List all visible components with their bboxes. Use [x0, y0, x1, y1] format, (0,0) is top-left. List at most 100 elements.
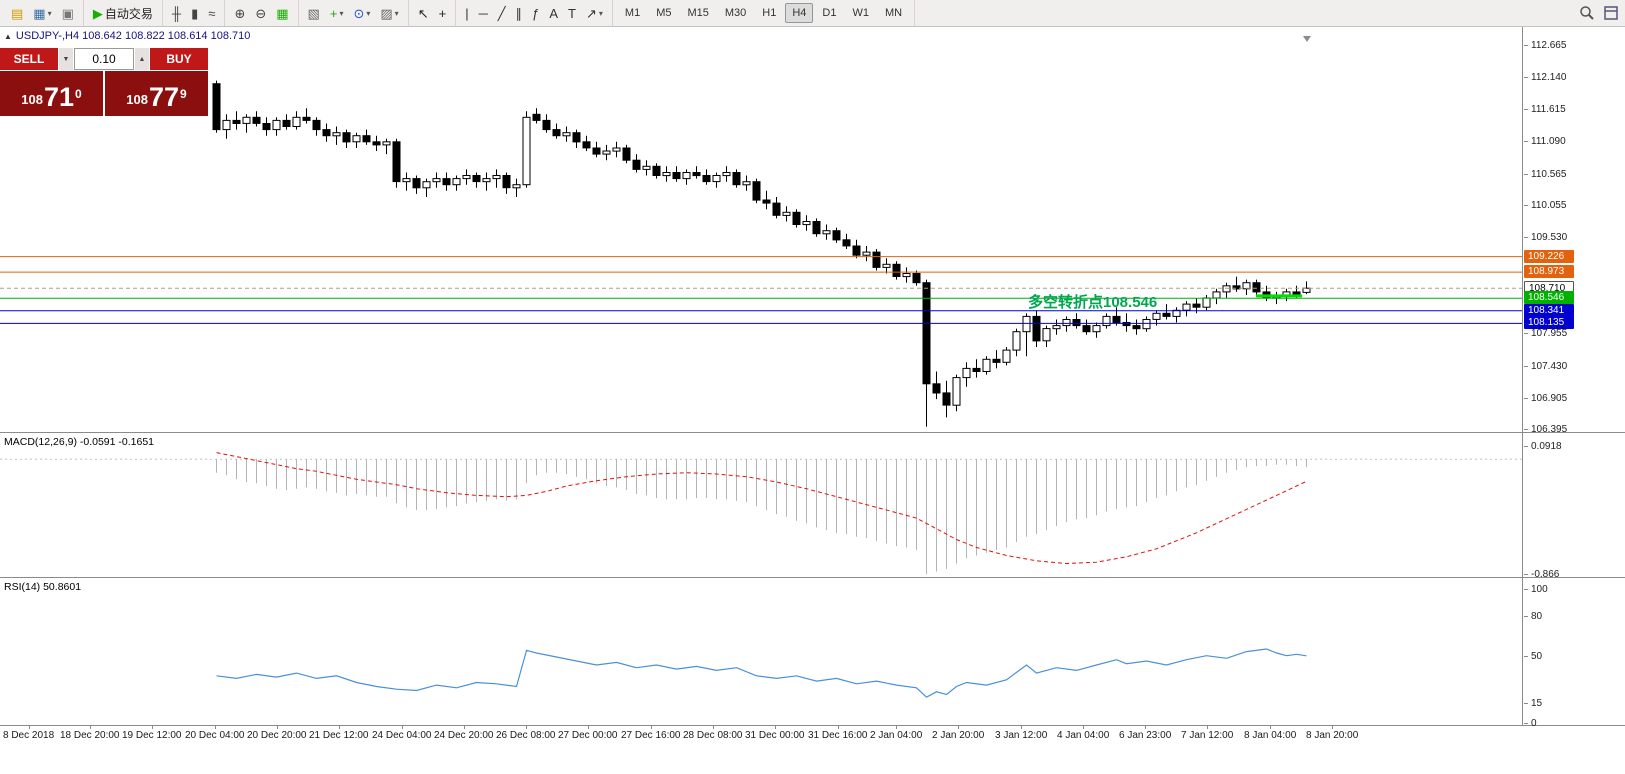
time-label: 18 Dec 20:00 — [60, 726, 120, 741]
rsi-label: RSI(14) 50.8601 — [4, 581, 82, 593]
caret-down-icon: ▾ — [394, 8, 399, 18]
price-tick: 111.090 — [1524, 136, 1566, 147]
search-icon[interactable] — [1579, 5, 1595, 21]
timeframe-h1[interactable]: H1 — [762, 7, 777, 19]
indicators-button[interactable]: + ▾ — [325, 4, 349, 23]
time-label: 28 Dec 08:00 — [683, 726, 743, 741]
periods-button[interactable]: ⊙ ▾ — [348, 4, 375, 23]
time-label: 27 Dec 00:00 — [558, 726, 618, 741]
horizontal-line-icon: ─ — [478, 5, 488, 21]
timeframe-h4[interactable]: H4 — [785, 3, 814, 23]
arrows-icon: ↗ — [585, 5, 597, 21]
candlestick-chart-button[interactable]: ▮ — [186, 4, 203, 23]
new-order-button[interactable]: ▤ — [6, 4, 28, 23]
horizontal-line-button[interactable]: ─ — [474, 4, 493, 23]
timeframe-d1[interactable]: D1 — [822, 7, 837, 19]
text-button[interactable]: A — [544, 4, 563, 23]
equidistant-channel-icon: ∥ — [515, 5, 523, 21]
time-label: 8 Jan 20:00 — [1306, 726, 1359, 741]
chart-profiles-button[interactable]: ▦ ▾ — [28, 4, 56, 23]
rsi-tick: 50 — [1523, 651, 1543, 662]
toolbar-groups: ▤ ▦ ▾ ▣ ▶ 自动交易 ╫ ▮ ≈ ⊕ ⊖ ▦ ▧ + ▾ ⊙ ▾ ▨ ▾ ↖ + | ─ ╱ ∥ ƒ A T ↗ ▾ M1 M5 M15… — [2, 0, 916, 26]
zoom-out-button[interactable]: ⊖ — [250, 4, 271, 23]
macd-tick: 0.0918 — [1524, 441, 1562, 452]
zoom-in-button[interactable]: ⊕ — [229, 4, 250, 23]
fibonacci-button[interactable]: ƒ — [527, 4, 544, 23]
cursor-button[interactable]: ↖ — [413, 4, 434, 23]
strategy-navigator-icon: ▣ — [61, 5, 74, 21]
trendline-icon: ╱ — [497, 5, 506, 21]
price-tick: 111.615 — [1524, 104, 1566, 115]
auto-arrange-button[interactable]: ▧ — [303, 4, 325, 23]
one-click-trading-panel: SELL ▼ 0.10 ▲ BUY 108 71 0 108 77 9 — [0, 48, 208, 116]
price-line-tag: 108.546 — [1524, 291, 1574, 304]
buy-price[interactable]: 108 77 9 — [105, 71, 208, 116]
time-label: 8 Dec 2018 — [3, 726, 55, 741]
timeframe-mn[interactable]: MN — [884, 7, 903, 19]
bar-chart-button[interactable]: ╫ — [167, 4, 186, 23]
buy-button[interactable]: BUY — [150, 48, 208, 70]
timeframe-m30[interactable]: M30 — [724, 7, 747, 19]
drawing-group: | ─ ╱ ∥ ƒ A T ↗ ▾ — [456, 0, 613, 26]
volume-up-stepper[interactable]: ▲ — [135, 48, 149, 70]
data-window-icon[interactable] — [1603, 5, 1619, 21]
tile-windows-button[interactable]: ▦ — [271, 4, 293, 23]
macd-label: MACD(12,26,9) -0.0591 -0.1651 — [4, 436, 154, 448]
timeframe-w1[interactable]: W1 — [852, 7, 869, 19]
crosshair-button[interactable]: + — [434, 4, 452, 23]
time-label: 2 Jan 20:00 — [932, 726, 985, 741]
price-chart-panel[interactable]: ▲ USDJPY-,H4 108.642 108.822 108.614 108… — [0, 27, 1522, 433]
new-order-icon: ▤ — [11, 5, 24, 21]
sell-button[interactable]: SELL — [0, 48, 58, 70]
rsi-tick: 0 — [1524, 718, 1537, 729]
caret-down-icon: ▾ — [366, 8, 371, 18]
time-axis[interactable]: 8 Dec 2018 18 Dec 20:00 19 Dec 12:00 20 Dec… — [0, 726, 1625, 746]
timeframe-m5[interactable]: M5 — [656, 7, 672, 19]
price-scale[interactable]: 112.665 112.140 111.615 111.090 110.565 110.0… — [1522, 27, 1625, 435]
zoom-group: ⊕ ⊖ ▦ — [225, 0, 299, 26]
rsi-tick: 100 — [1524, 584, 1548, 595]
bar-chart-icon: ╫ — [171, 5, 182, 21]
text-label-button[interactable]: T — [563, 4, 581, 23]
timeframe-m1[interactable]: M1 — [624, 7, 641, 19]
timeframe-m15[interactable]: M15 — [687, 7, 709, 19]
price-tick: 107.430 — [1523, 361, 1568, 372]
time-label: 8 Jan 04:00 — [1244, 726, 1297, 741]
price-line-tag: 108.135 — [1524, 316, 1574, 329]
rsi-panel[interactable]: RSI(14) 50.8601 — [0, 578, 1522, 726]
trade-panel-price-row: 108 71 0 108 77 9 — [0, 71, 208, 116]
time-label: 31 Dec 00:00 — [745, 726, 805, 741]
macd-panel[interactable]: MACD(12,26,9) -0.0591 -0.1651 — [0, 433, 1522, 578]
trade-panel-top-row: SELL ▼ 0.10 ▲ BUY — [0, 48, 208, 70]
rsi-chart[interactable] — [0, 578, 1522, 726]
candlestick-chart[interactable] — [0, 27, 1522, 433]
sell-price-sup: 0 — [75, 87, 82, 101]
equidistant-channel-button[interactable]: ∥ — [511, 4, 528, 23]
arrows-button[interactable]: ↗ ▾ — [581, 4, 608, 23]
auto-trading-button[interactable]: ▶ 自动交易 — [88, 2, 158, 25]
text-label-icon: T — [568, 5, 576, 21]
rsi-scale[interactable]: 100 80 50 15 0 — [1522, 578, 1625, 729]
price-tick: 109.530 — [1523, 232, 1568, 243]
volume-input[interactable]: 0.10 — [74, 48, 134, 70]
one-click-toggle-icon[interactable]: ▲ — [4, 31, 12, 41]
templates-button[interactable]: ▨ ▾ — [375, 4, 403, 23]
strategy-navigator-button[interactable]: ▣ — [57, 4, 79, 23]
volume-down-stepper[interactable]: ▼ — [59, 48, 73, 70]
price-line-tag: 108.973 — [1524, 265, 1574, 278]
vertical-line-button[interactable]: | — [460, 4, 473, 23]
macd-chart[interactable] — [0, 433, 1522, 578]
symbol-info-bar: ▲ USDJPY-,H4 108.642 108.822 108.614 108… — [4, 30, 250, 42]
sell-price-prefix: 108 — [21, 92, 43, 107]
trendline-button[interactable]: ╱ — [493, 4, 511, 23]
price-tick: 112.140 — [1523, 72, 1567, 83]
price-tick: 106.905 — [1523, 393, 1568, 404]
price-tick: 110.055 — [1523, 200, 1567, 211]
text-icon: A — [549, 5, 559, 21]
sell-price[interactable]: 108 71 0 — [0, 71, 103, 116]
macd-scale[interactable]: 0.0918 -0.866 — [1522, 433, 1625, 580]
chart-shift-marker[interactable] — [1303, 36, 1311, 42]
chart-type-group: ╫ ▮ ≈ — [163, 0, 226, 26]
line-chart-button[interactable]: ≈ — [203, 4, 220, 23]
